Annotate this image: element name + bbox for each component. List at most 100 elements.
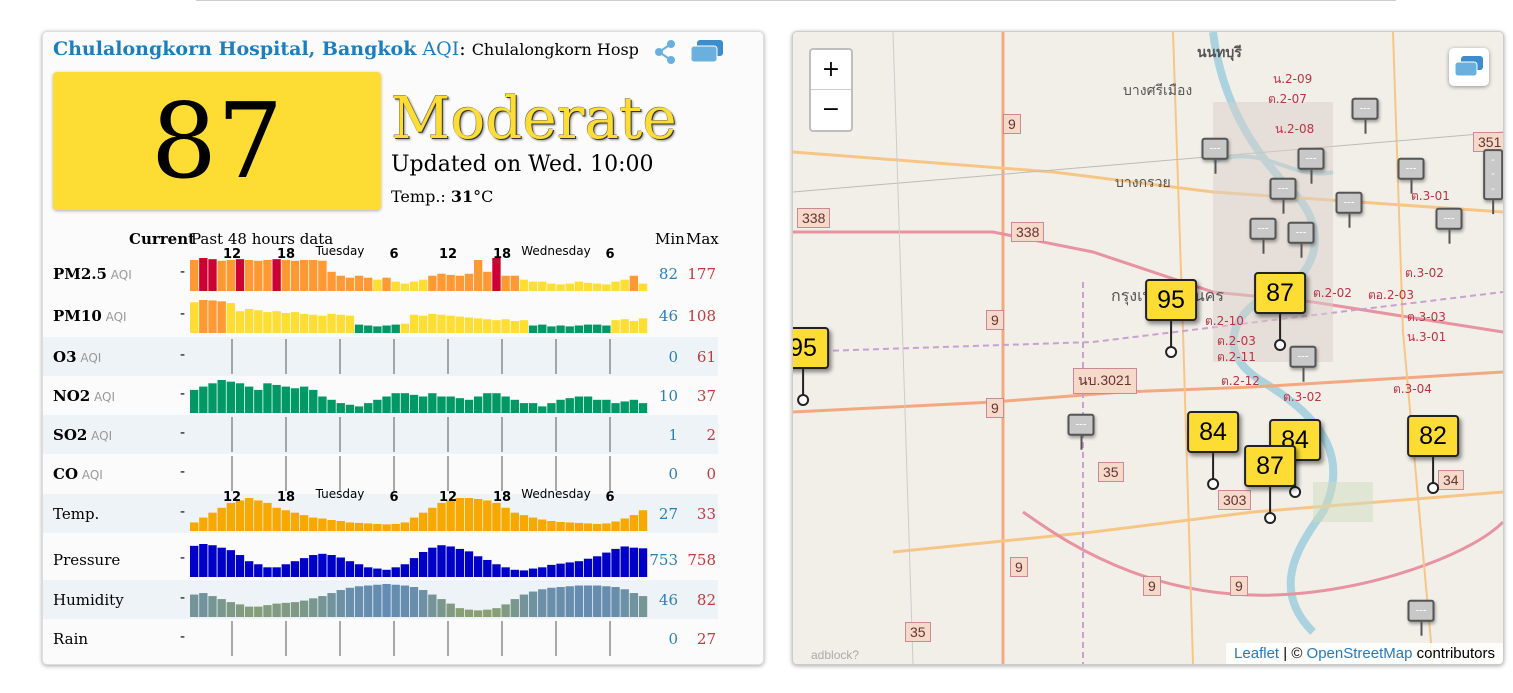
sparkline-bar [382,584,391,617]
sparkline-bar [235,500,245,531]
station-marker[interactable]: 84 [1187,411,1239,490]
leaflet-link[interactable]: Leaflet [1234,645,1280,662]
sparkline-bar [528,517,538,531]
sparkline-bar [611,587,620,617]
zoom-out-button[interactable]: − [821,97,841,122]
max-value: 0 [706,465,716,483]
station-title: Chulalongkorn Hospital, Bangkok AQI: Chu… [53,38,639,60]
windows-icon[interactable] [689,38,725,64]
station-marker-nodata[interactable]: --- [1297,147,1325,184]
min-value: 0 [668,465,678,483]
sparkline-bar [391,584,400,617]
osm-link[interactable]: OpenStreetMap [1306,645,1413,662]
min-value: 27 [658,505,678,523]
sparkline-bar [190,302,199,333]
station-marker-nodata[interactable]: --- [1397,157,1425,194]
sparkline-bar [290,561,300,577]
sparkline-bar [254,564,263,577]
sparkline-bar [309,598,318,617]
sparkline-bar [263,502,272,531]
station-marker[interactable]: 87 [1244,445,1296,524]
road-shield: 338 [1011,222,1045,242]
station-marker-nodata[interactable]: --- [1335,191,1363,228]
station-marker-nodata[interactable]: --- [1201,137,1229,174]
sparkline-bar [519,515,529,531]
road-shield: 303 [1218,490,1252,510]
sparkline-bar [455,608,464,617]
place-name: นนทบุรี [1197,45,1242,61]
station-marker-nodata[interactable]: --- [1067,413,1095,450]
sparkline-chart [190,498,648,531]
sparkline-bar [373,399,382,413]
current-value: - [180,588,186,606]
sparkline-bar [519,320,529,333]
sparkline-bar [492,608,501,617]
sparkline-bar [409,281,419,291]
sparkline-bar [309,314,318,333]
zoom-in-button[interactable]: + [811,50,851,90]
sparkline-bar [382,524,391,531]
sparkline-bar [437,314,446,333]
sparkline-bar [272,603,281,617]
sparkline-bar [611,320,620,333]
sparkline-bar [208,512,217,531]
sparkline-bar [382,325,391,333]
sparkline-bar [299,558,309,577]
sparkline-bar [620,401,629,413]
sparkline-bar [217,547,226,577]
station-marker[interactable]: 82 [1407,415,1459,494]
sparkline-chart [190,544,648,577]
station-marker-nodata[interactable]: --- [1249,217,1277,254]
layers-button[interactable] [1449,48,1489,86]
station-city-link[interactable]: Chulalongkorn Hospital, Bangkok [53,38,417,60]
station-marker[interactable]: 95 [1145,279,1197,358]
road-code: ต.2-11 [1217,350,1256,364]
axis-label: 12 [438,490,458,505]
station-marker[interactable]: 87 [1254,272,1306,351]
max-value: 758 [687,551,716,569]
station-marker-nodata[interactable]: --- [1407,599,1435,636]
sparkline-bar [244,561,254,577]
road-code: ต.2-12 [1221,374,1260,388]
station-marker-nodata[interactable]: --- [1483,149,1503,214]
station-card: Chulalongkorn Hospital, Bangkok AQI: Chu… [42,31,764,665]
sparkline-bar [437,502,446,531]
pollutant-row: SO2 AQI - 1 2 [43,415,718,454]
sparkline-bar [327,313,336,333]
sparkline-bar [217,260,226,291]
sparkline-bar [327,555,336,577]
station-marker[interactable]: 95 [793,327,829,406]
road-shield: 35 [1098,462,1124,482]
station-marker-nodata[interactable]: --- [1351,97,1379,134]
sparkline-bar [455,548,464,577]
sparkline-bar [281,602,290,617]
sparkline-bar [556,399,565,413]
road-shield: 9 [1010,557,1028,577]
sparkline-bar [464,317,474,333]
sparkline-chart [190,300,648,333]
sparkline-bar [574,585,584,617]
sparkline-bar [364,403,373,413]
sparkline-bar [217,507,226,531]
current-value: - [180,627,186,645]
sparkline-bar [235,383,245,413]
station-marker-nodata[interactable]: --- [1269,177,1297,214]
sparkline-bar [519,403,529,413]
sparkline-bar [483,271,492,291]
share-icon[interactable] [651,38,679,66]
station-marker-nodata[interactable]: --- [1289,345,1317,382]
sparkline-bar [400,393,410,413]
station-marker-nodata[interactable]: --- [1435,207,1463,244]
temp-label: Temp.: [391,187,446,206]
sparkline-bar [364,585,373,617]
station-marker-nodata[interactable]: --- [1287,221,1315,258]
sparkline-bar [382,277,391,291]
sparkline-bar [428,393,437,413]
sparkline-bar [244,606,254,617]
sparkline-bar [281,386,290,413]
sparkline-bar [501,507,510,531]
map-panel[interactable]: นนทบุรี บางศรีเมือง บางกรวย กรุงเทพมหานค… [792,31,1504,665]
current-value: - [180,262,186,280]
sparkline-bar [565,562,574,577]
sparkline-bar [299,386,309,413]
